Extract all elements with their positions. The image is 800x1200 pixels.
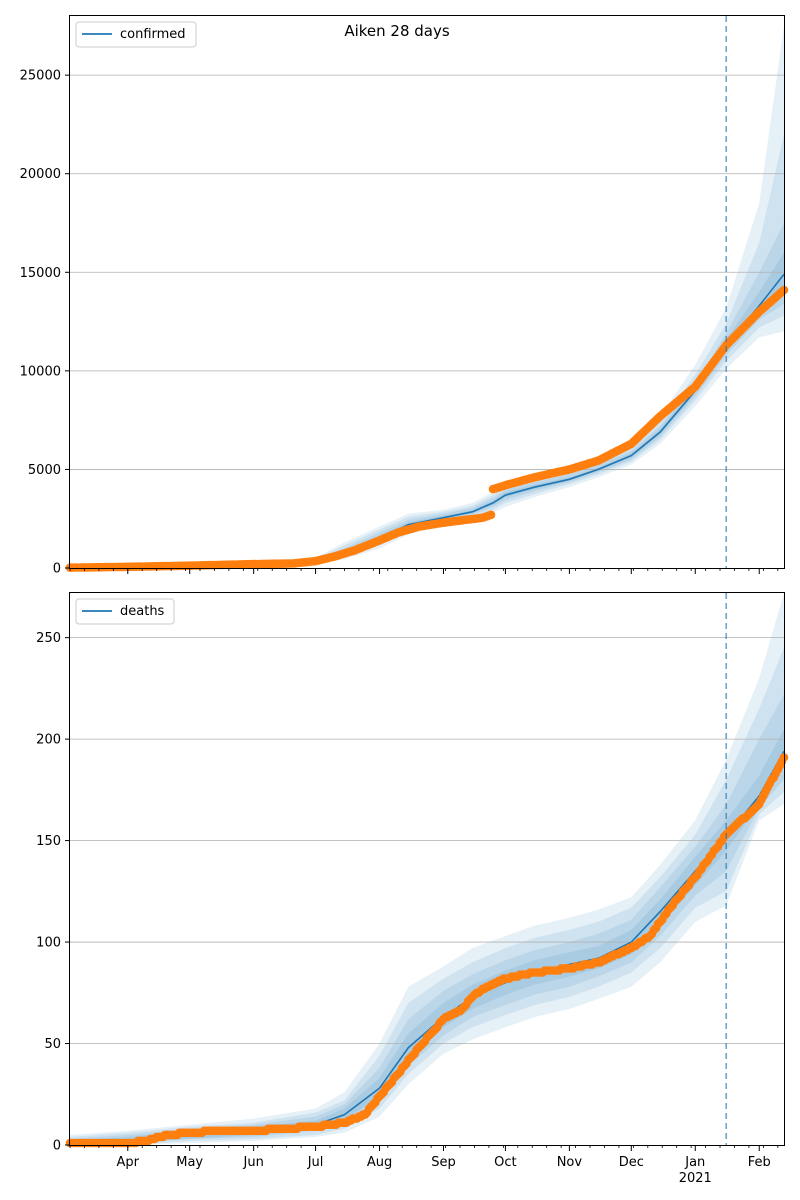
deaths-plot-frame xyxy=(69,592,785,1146)
confirmed-observed-point xyxy=(486,510,496,520)
confirmed-y-tick-label: 5000 xyxy=(28,463,61,478)
figure-title: Aiken 28 days xyxy=(344,22,450,40)
deaths-x-tick-label: Dec xyxy=(619,1155,644,1170)
confirmed-y-axis: 0 5000 10000 15000 20000 25000 xyxy=(20,69,70,577)
deaths-y-tick-label: 0 xyxy=(53,1139,61,1154)
confirmed-y-tick-label: 25000 xyxy=(20,69,61,84)
confirmed-band-2 xyxy=(70,134,784,569)
confirmed-observed-points xyxy=(65,285,789,572)
confirmed-plot-frame xyxy=(69,15,785,569)
deaths-x-tick-label: May xyxy=(176,1155,203,1170)
deaths-x-tick-label: Jan xyxy=(684,1155,705,1170)
deaths-y-tick-label: 100 xyxy=(36,936,61,951)
deaths-y-tick-label: 200 xyxy=(36,733,61,748)
confirmed-grid xyxy=(70,74,784,470)
deaths-x-axis: Apr May Jun Jul Aug Sep Oct Nov Dec Jan Feb 2021 xyxy=(69,1145,779,1186)
deaths-band-2 xyxy=(70,647,784,1145)
confirmed-y-tick-label: 10000 xyxy=(20,364,61,379)
legend-box xyxy=(75,21,197,48)
confirmed-band-1 xyxy=(70,25,784,568)
legend-box xyxy=(75,598,175,625)
deaths-y-tick-label: 250 xyxy=(36,631,61,646)
deaths-median-path xyxy=(69,750,785,1146)
confirmed-legend: confirmed xyxy=(75,21,197,48)
deaths-band-3 xyxy=(70,694,784,1145)
deaths-x-tick-label: Nov xyxy=(557,1155,583,1170)
deaths-legend: deaths xyxy=(75,598,175,625)
deaths-x-tick-label: Feb xyxy=(748,1155,771,1170)
deaths-y-tick-label: 50 xyxy=(44,1037,61,1052)
confirmed-panel: 0 5000 10000 15000 20000 25000 confirmed xyxy=(20,15,789,577)
deaths-x-year-label: 2021 xyxy=(679,1171,712,1186)
confirmed-y-tick-label: 20000 xyxy=(20,167,61,182)
deaths-panel: 0 50 100 150 200 250 Apr May Jun Jul Aug Sep Oct Nov… xyxy=(36,592,789,1186)
deaths-x-tick-label: Jul xyxy=(307,1155,324,1170)
deaths-x-tick-label: Aug xyxy=(367,1155,392,1170)
legend-label: deaths xyxy=(120,604,165,619)
deaths-x-tick-label: Sep xyxy=(431,1155,456,1170)
deaths-x-tick-label: Jun xyxy=(243,1155,264,1170)
deaths-x-tick-label: Apr xyxy=(117,1155,140,1170)
confirmed-y-tick-label: 0 xyxy=(53,562,61,577)
deaths-bands xyxy=(70,593,784,1145)
deaths-grid xyxy=(70,637,784,1044)
confirmed-bands xyxy=(70,25,784,569)
deaths-median-line xyxy=(69,750,785,1146)
deaths-y-tick-label: 150 xyxy=(36,834,61,849)
deaths-observed-points xyxy=(65,753,789,1148)
deaths-x-tick-label: Oct xyxy=(494,1155,516,1170)
deaths-y-axis: 0 50 100 150 200 250 xyxy=(36,631,70,1154)
legend-label: confirmed xyxy=(120,27,186,42)
confirmed-y-tick-label: 15000 xyxy=(20,266,61,281)
